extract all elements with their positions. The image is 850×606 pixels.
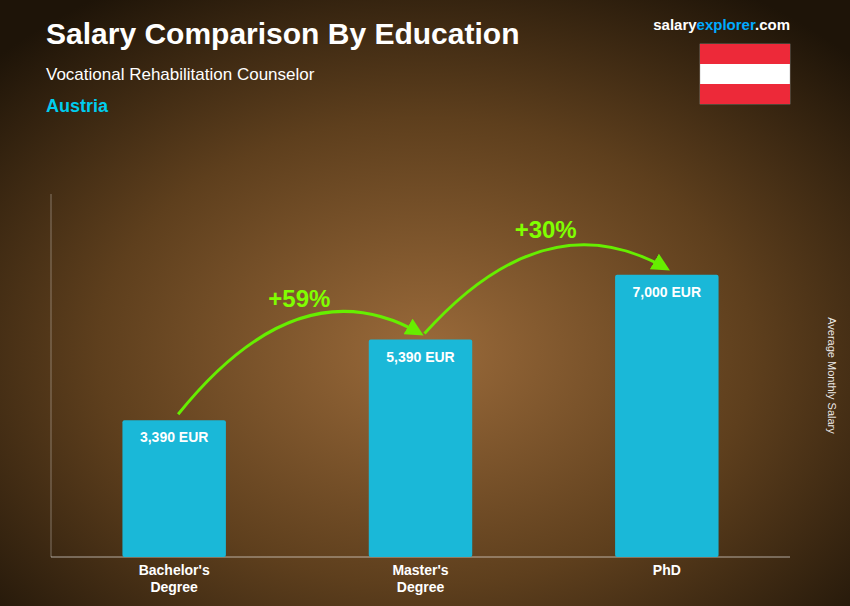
x-tick-label: Master'sDegree (392, 562, 448, 595)
bar (615, 275, 718, 557)
change-label: +59% (268, 285, 330, 312)
flag-red (700, 44, 790, 64)
x-tick-label-line: PhD (653, 562, 681, 578)
x-tick-label-line: Degree (397, 579, 445, 595)
flag (700, 44, 790, 104)
data-label: 3,390 EUR (140, 429, 208, 445)
bars (122, 275, 718, 557)
watermark: salaryexplorer.com (653, 16, 790, 33)
change-arrow (425, 245, 667, 334)
title: Salary Comparison By Education (46, 17, 519, 50)
data-label: 7,000 EUR (633, 284, 701, 300)
watermark-part: explorer (697, 16, 756, 33)
y-axis-line (51, 194, 52, 557)
x-tick-label-line: Master's (392, 562, 448, 578)
watermark-part: salary (653, 16, 697, 33)
flag-white (700, 44, 790, 104)
x-tick-label-line: Degree (150, 579, 198, 595)
background (0, 0, 850, 606)
y-axis-label: Average Monthly Salary (826, 317, 838, 434)
change-label: +30% (515, 216, 577, 243)
chart-container: 3,390 EUR5,390 EUR7,000 EURBachelor'sDeg… (0, 0, 850, 606)
change-arrow (178, 311, 420, 414)
subtitle: Vocational Rehabilitation Counselor (46, 65, 315, 84)
x-tick-label: Bachelor'sDegree (139, 562, 210, 595)
country: Austria (46, 96, 109, 116)
bar (122, 420, 225, 557)
chart: 3,390 EUR5,390 EUR7,000 EURBachelor'sDeg… (0, 0, 850, 606)
x-tick-label: PhD (653, 562, 681, 578)
flag-red (700, 84, 790, 104)
data-label: 5,390 EUR (386, 349, 454, 365)
bar (369, 340, 472, 557)
watermark-part: .com (755, 16, 790, 33)
x-tick-label-line: Bachelor's (139, 562, 210, 578)
